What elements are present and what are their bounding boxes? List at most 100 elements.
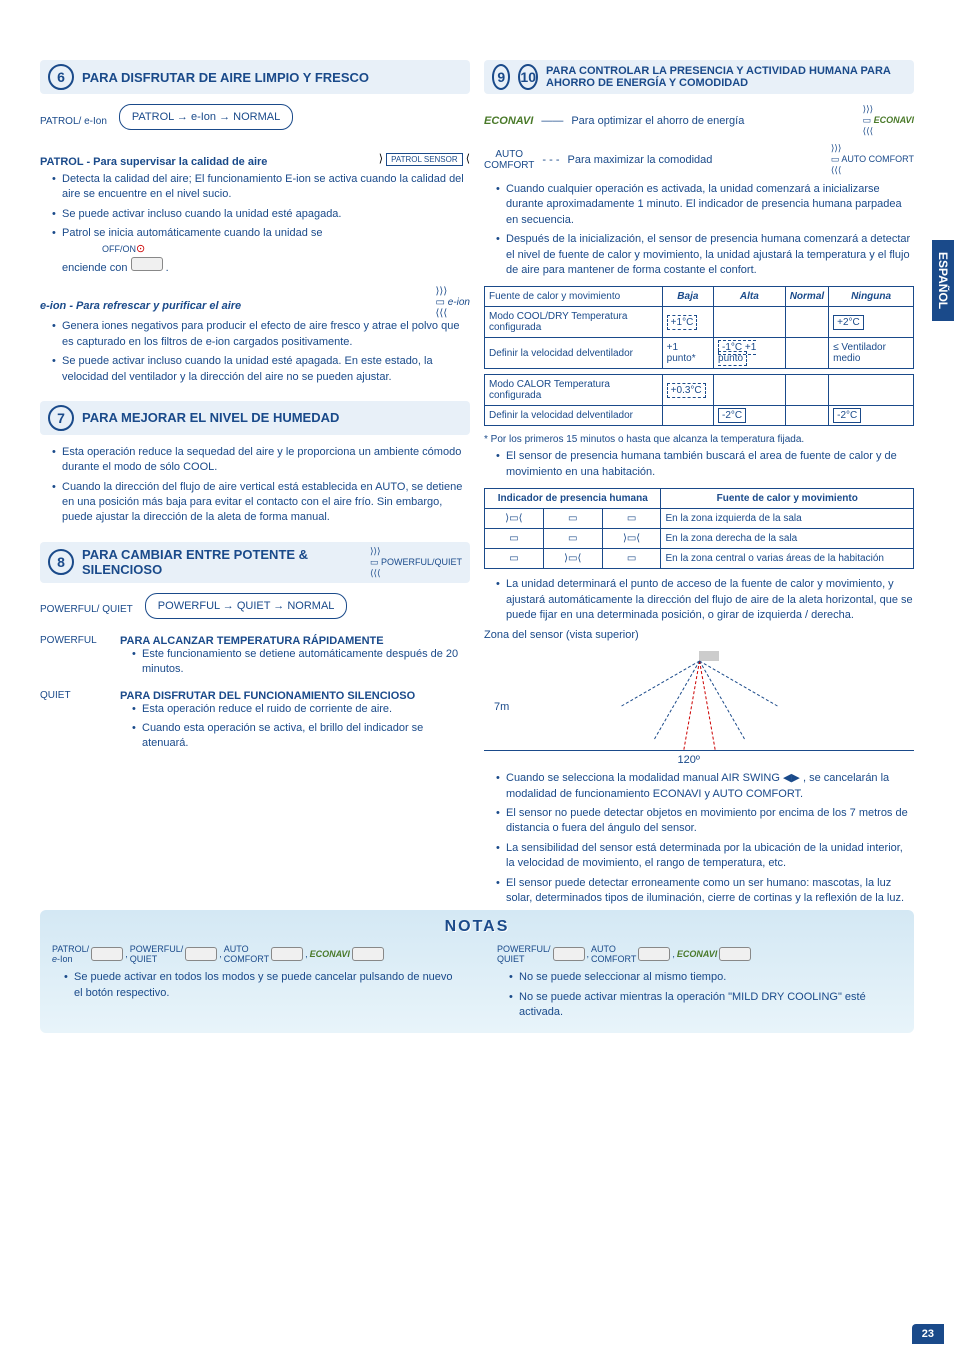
table-cell: +2°C (829, 307, 914, 338)
auto-comfort-label: AUTOCOMFORT (484, 149, 534, 171)
powerful-label: POWERFUL (40, 635, 110, 682)
table-row: Modo CALOR Temperatura configurada +0.3°… (485, 375, 914, 406)
quiet-row: QUIET PARA DISFRUTAR DEL FUNCIONAMIENTO … (40, 690, 470, 756)
bullet-item: No se puede seleccionar al mismo tiempo. (509, 970, 902, 985)
bullet-item: El sensor de presencia humana también bu… (496, 449, 914, 480)
notes-left: PATROL/e-Ion, POWERFUL/QUIET, AUTOCOMFOR… (52, 944, 457, 1024)
page-number: 23 (912, 1324, 944, 1344)
button-icon (131, 257, 163, 271)
bullet-item: Se puede activar incluso cuando la unida… (52, 354, 470, 385)
powerful-bullets: Este funcionamiento se detiene automátic… (120, 647, 470, 678)
table-header: Ninguna (829, 287, 914, 307)
table-cell: -1°C +1 punto (714, 338, 786, 369)
econavi-icon: ⟩⟩⟩▭ ECONAVI⟨⟨⟨ (863, 104, 914, 137)
mode-flow-row: PATROL/ e-Ion PATROL → e-Ion → NORMAL (40, 104, 470, 138)
quiet-bullets: Esta operación reduce el ruido de corrie… (120, 702, 470, 752)
bullet-item: Se puede activar incluso cuando la unida… (52, 207, 470, 222)
eion-header-row: e-ion - Para refrescar y purificar el ai… (40, 286, 470, 319)
bullet-item: Se puede activar en todos los modos y se… (64, 970, 457, 1001)
bullet-item: La unidad determinará el punto de acceso… (496, 577, 914, 623)
auto-comfort-desc: Para maximizar la comodidad (567, 154, 822, 166)
sec910-bullets: Cuando cualquier operación es activada, … (484, 182, 914, 278)
table-header: Alta (714, 287, 786, 307)
bullet-item: Cuando esta operación se activa, el bril… (132, 721, 470, 752)
flow-diagram: POWERFUL → QUIET → NORMAL (145, 593, 348, 619)
mode-label: POWERFUL/ QUIET (40, 604, 133, 615)
table-row: ▭⟩▭⟨▭ En la zona central o varias áreas … (485, 549, 914, 569)
table-cell: Definir la velocidad delventilador (485, 338, 663, 369)
bullet-item: Genera iones negativos para producir el … (52, 319, 470, 350)
bullet-item: Cuando la dirección del flujo de aire ve… (52, 480, 470, 526)
bullet-item: La sensibilidad del sensor está determin… (496, 841, 914, 872)
econavi-label: ECONAVI (484, 115, 533, 127)
table-cell: Modo CALOR Temperatura configurada (485, 375, 663, 406)
angle-label: 120º (678, 754, 700, 766)
table-cell: ≤ Ventilador medio (829, 338, 914, 369)
bullets: El sensor de presencia humana también bu… (484, 449, 914, 480)
eion-heading: e-ion - Para refrescar y purificar el ai… (40, 300, 241, 312)
section-number: 6 (48, 64, 74, 90)
language-tab: ESPAÑOL (932, 240, 954, 321)
patrol-sensor-icon: ⟩ PATROL SENSOR ⟨ (379, 152, 470, 166)
patrol-header-row: PATROL - Para supervisar la calidad de a… (40, 146, 470, 172)
bullet-item: Detecta la calidad del aire; El funciona… (52, 172, 470, 203)
table-footnote: * Por los primeros 15 minutos o hasta qu… (484, 434, 914, 445)
bullet-item: Cuando se selecciona la modalidad manual… (496, 771, 914, 802)
left-column: 6 PARA DISFRUTAR DE AIRE LIMPIO Y FRESCO… (40, 60, 470, 756)
button-row: POWERFUL/QUIET, AUTOCOMFORT, ECONAVI (497, 944, 902, 964)
manual-page: ESPAÑOL 6 PARA DISFRUTAR DE AIRE LIMPIO … (0, 0, 954, 1354)
table-cell: +0.3°C (662, 375, 713, 406)
off-on-label: OFF/ON (102, 244, 136, 254)
sensor-diagram: 7m 120º (484, 651, 914, 751)
flow-diagram: PATROL → e-Ion → NORMAL (119, 104, 293, 130)
notes-section: NOTAS PATROL/e-Ion, POWERFUL/QUIET, AUTO… (40, 910, 914, 1032)
table-cell: +1 punto* (662, 338, 713, 369)
table-cell: En la zona derecha de la sala (661, 529, 914, 549)
section-title: PARA DISFRUTAR DE AIRE LIMPIO Y FRESCO (82, 70, 369, 85)
table-header: Indicador de presencia humana (485, 489, 661, 509)
presence-table: Indicador de presencia humana Fuente de … (484, 488, 914, 569)
sec7-bullets: Esta operación reduce la sequedad del ai… (40, 445, 470, 526)
bullet-item: Esta operación reduce el ruido de corrie… (132, 702, 470, 717)
section-number: 9 (492, 64, 510, 90)
table-cell: +1°C (662, 307, 713, 338)
table-row: ⟩▭⟨▭▭ En la zona izquierda de la sala (485, 509, 914, 529)
eion-bullets: Genera iones negativos para producir el … (40, 319, 470, 385)
section-title: PARA CONTROLAR LA PRESENCIA Y ACTIVIDAD … (546, 65, 906, 89)
table-row: Fuente de calor y movimiento Baja Alta N… (485, 287, 914, 307)
mode-flow-row: POWERFUL/ QUIET POWERFUL → QUIET → NORMA… (40, 593, 470, 627)
sensor-bullets: Cuando se selecciona la modalidad manual… (484, 771, 914, 906)
auto-comfort-row: AUTOCOMFORT - - - Para maximizar la como… (484, 143, 914, 176)
temperature-table: Fuente de calor y movimiento Baja Alta N… (484, 286, 914, 426)
notes-right: POWERFUL/QUIET, AUTOCOMFORT, ECONAVI No … (497, 944, 902, 1024)
section-910-header: 9 10 PARA CONTROLAR LA PRESENCIA Y ACTIV… (484, 60, 914, 94)
bullet-item: Cuando cualquier operación es activada, … (496, 182, 914, 228)
bullet-item: No se puede activar mientras la operació… (509, 990, 902, 1021)
table-cell: En la zona izquierda de la sala (661, 509, 914, 529)
auto-comfort-icon: ⟩⟩⟩▭ AUTO COMFORT⟨⟨⟨ (831, 143, 914, 176)
patrol-heading: PATROL - Para supervisar la calidad de a… (40, 156, 267, 168)
table-row: Definir la velocidad delventilador -2°C … (485, 406, 914, 426)
powerful-quiet-icon: ⟩⟩⟩▭ POWERFUL/QUIET⟨⟨⟨ (370, 546, 462, 579)
sensor-title: Zona del sensor (vista superior) (484, 629, 914, 641)
section-title: PARA MEJORAR EL NIVEL DE HUMEDAD (82, 410, 339, 425)
bullet-item: Patrol se inicia automáticamente cuando … (52, 226, 470, 276)
table-row: Indicador de presencia humana Fuente de … (485, 489, 914, 509)
quiet-label: QUIET (40, 690, 110, 756)
bullets: La unidad determinará el punto de acceso… (484, 577, 914, 623)
notes-title: NOTAS (52, 918, 902, 936)
table-cell: En la zona central o varias áreas de la … (661, 549, 914, 569)
table-cell: Definir la velocidad delventilador (485, 406, 663, 426)
section-8-header: 8 PARA CAMBIAR ENTRE POTENTE & SILENCIOS… (40, 542, 470, 583)
section-number: 7 (48, 405, 74, 431)
econavi-row: ECONAVI —— Para optimizar el ahorro de e… (484, 104, 914, 137)
table-cell: -2°C (829, 406, 914, 426)
table-row: Definir la velocidad delventilador +1 pu… (485, 338, 914, 369)
table-header: Normal (785, 287, 828, 307)
table-row: Modo COOL/DRY Temperatura configurada +1… (485, 307, 914, 338)
econavi-desc: Para optimizar el ahorro de energía (571, 115, 854, 127)
section-7-header: 7 PARA MEJORAR EL NIVEL DE HUMEDAD (40, 401, 470, 435)
table-row: ▭▭⟩▭⟨ En la zona derecha de la sala (485, 529, 914, 549)
section-number: 10 (518, 64, 538, 90)
powerful-heading: PARA ALCANZAR TEMPERATURA RÁPIDAMENTE (120, 635, 470, 647)
